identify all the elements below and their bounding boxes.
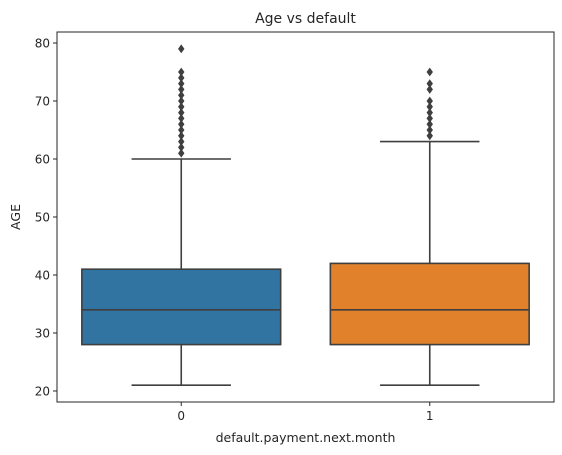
y-tick-label: 60 xyxy=(35,152,50,166)
y-tick-label: 70 xyxy=(35,94,50,108)
y-tick-label: 20 xyxy=(35,384,50,398)
outlier-point xyxy=(178,102,185,112)
outlier-point xyxy=(178,90,185,100)
y-axis-label: AGE xyxy=(8,204,23,230)
outlier-point xyxy=(426,96,433,106)
outlier-point xyxy=(426,114,433,123)
outlier-point xyxy=(426,102,433,112)
outlier-point xyxy=(178,131,185,141)
x-axis-label: default.payment.next.month xyxy=(216,430,396,445)
outlier-point xyxy=(178,114,185,123)
plot-area xyxy=(57,32,554,402)
outlier-point xyxy=(178,96,185,106)
outlier-point xyxy=(178,79,185,89)
outlier-point xyxy=(426,119,433,129)
outlier-point xyxy=(426,131,433,141)
outlier-point xyxy=(178,85,185,94)
y-tick-label: 80 xyxy=(35,36,50,50)
outlier-point xyxy=(178,119,185,129)
boxes-layer xyxy=(81,44,530,386)
box-group-1 xyxy=(329,67,530,386)
outlier-point xyxy=(178,143,185,152)
y-tick-label: 50 xyxy=(35,210,50,224)
outlier-point xyxy=(178,73,185,83)
outlier-point xyxy=(426,125,433,135)
outlier-point xyxy=(426,67,433,77)
outlier-point xyxy=(426,85,433,94)
outlier-point xyxy=(178,125,185,135)
y-tick-label: 40 xyxy=(35,268,50,282)
chart-title: Age vs default xyxy=(255,11,356,27)
x-tick-label: 0 xyxy=(177,409,185,423)
box-iqr xyxy=(81,268,282,346)
box-group-0 xyxy=(81,44,282,386)
box-iqr xyxy=(329,262,530,346)
x-tick-label: 1 xyxy=(426,409,434,423)
outlier-point xyxy=(178,148,185,158)
outlier-point xyxy=(426,79,433,89)
y-tick-label: 30 xyxy=(35,326,50,340)
y-ticks: 20 30 40 50 60 70 80 xyxy=(35,36,57,398)
plot-frame xyxy=(56,31,555,403)
outlier-point xyxy=(178,137,185,147)
outlier-point xyxy=(178,108,185,118)
outlier-point xyxy=(426,108,433,118)
outlier-point xyxy=(178,67,185,77)
outlier-point xyxy=(178,44,185,54)
